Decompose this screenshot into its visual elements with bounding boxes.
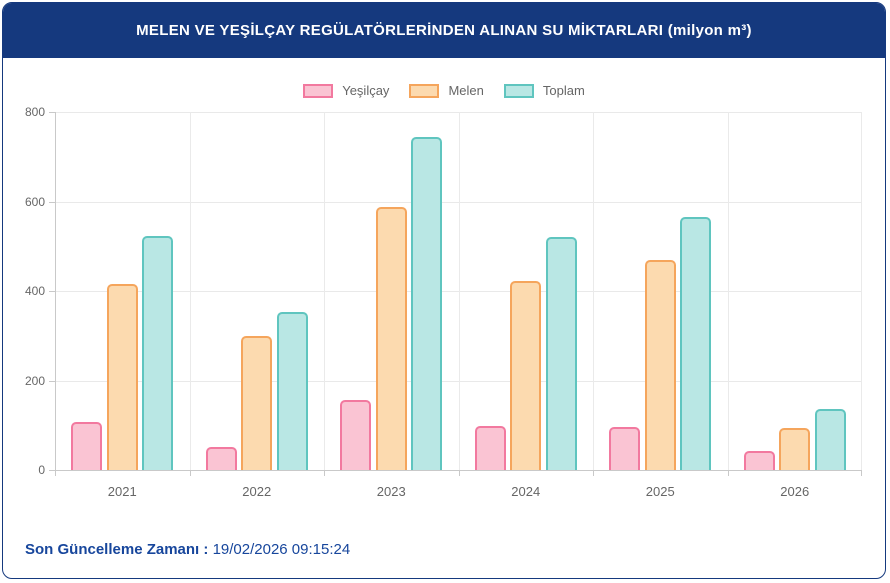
bar-ye-il-ay-2025[interactable] xyxy=(609,427,641,470)
bar-ye-il-ay-2023[interactable] xyxy=(340,399,372,470)
legend-item-ye-il-ay[interactable]: Yeşilçay xyxy=(303,83,389,98)
bar-toplam-2023[interactable] xyxy=(411,136,443,470)
x-tick-mark xyxy=(189,470,191,476)
legend-item-melen[interactable]: Melen xyxy=(409,83,484,98)
x-gridline xyxy=(593,112,594,470)
bar-melen-2022[interactable] xyxy=(241,335,273,470)
x-tick-label-2026: 2026 xyxy=(780,484,810,499)
x-tick-label-2021: 2021 xyxy=(107,484,137,499)
x-gridline xyxy=(189,112,191,470)
legend-swatch-icon xyxy=(303,83,334,98)
x-tick-label-2025: 2025 xyxy=(645,484,675,499)
bar-ye-il-ay-2021[interactable] xyxy=(71,422,103,470)
bar-melen-2023[interactable] xyxy=(375,206,407,470)
x-tick-mark xyxy=(324,470,325,476)
chart-title: MELEN VE YEŞİLÇAY REGÜLATÖRLERİNDEN ALIN… xyxy=(136,22,752,39)
y-tick-label: 200 xyxy=(24,373,45,388)
last-update-label: Son Güncelleme Zamanı : xyxy=(25,541,209,558)
legend: Yeşilçay Melen Toplam xyxy=(3,83,885,98)
legend-label: Yeşilçay xyxy=(342,83,390,98)
legend-label: Toplam xyxy=(542,83,585,98)
x-tick-label-2022: 2022 xyxy=(242,484,272,499)
bar-toplam-2022[interactable] xyxy=(276,312,308,470)
y-tick-label: 600 xyxy=(24,194,45,209)
x-gridline xyxy=(458,112,460,470)
x-tick-mark xyxy=(861,470,862,476)
x-gridline xyxy=(324,112,325,470)
y-tick-mark xyxy=(49,380,55,382)
bar-toplam-2024[interactable] xyxy=(545,237,577,470)
plot-area: 0 200 400 600 800 2021 2022 2023 2024 2025 2026 xyxy=(25,105,862,499)
x-tick-label-2024: 2024 xyxy=(511,484,541,499)
bar-toplam-2026[interactable] xyxy=(814,408,846,470)
x-tick-mark xyxy=(458,470,460,476)
x-tick-mark xyxy=(727,470,729,476)
x-gridline xyxy=(861,112,862,470)
y-tick-label: 0 xyxy=(38,463,45,477)
legend-swatch-icon xyxy=(409,83,440,98)
legend-item-toplam[interactable]: Toplam xyxy=(503,83,585,98)
footer: Son Güncelleme Zamanı : 19/02/2026 09:15… xyxy=(25,541,350,558)
bar-toplam-2025[interactable] xyxy=(680,217,712,470)
x-tick-mark xyxy=(593,470,594,476)
y-tick-mark xyxy=(49,291,55,292)
legend-label: Melen xyxy=(448,83,484,98)
y-tick-label: 800 xyxy=(24,105,45,119)
bar-melen-2021[interactable] xyxy=(106,284,138,470)
bar-ye-il-ay-2024[interactable] xyxy=(474,426,506,470)
bar-ye-il-ay-2026[interactable] xyxy=(743,451,775,470)
chart-header: MELEN VE YEŞİLÇAY REGÜLATÖRLERİNDEN ALIN… xyxy=(3,3,885,58)
legend-swatch-icon xyxy=(503,83,534,98)
bar-ye-il-ay-2022[interactable] xyxy=(205,446,237,470)
bar-melen-2026[interactable] xyxy=(779,427,811,470)
bar-melen-2024[interactable] xyxy=(510,281,542,470)
y-tick-mark xyxy=(49,201,55,203)
y-tick-mark xyxy=(49,470,55,471)
y-axis-line xyxy=(55,112,56,470)
last-update-time: 19/02/2026 09:15:24 xyxy=(212,541,351,558)
last-update-value: 19/02/2026 09:15:24 xyxy=(213,541,351,558)
bar-toplam-2021[interactable] xyxy=(142,236,174,470)
y-tick-label: 400 xyxy=(24,284,45,298)
x-tick-label-2023: 2023 xyxy=(376,484,406,499)
x-gridline xyxy=(727,112,729,470)
y-tick-mark xyxy=(49,112,55,113)
bar-melen-2025[interactable] xyxy=(644,260,676,470)
x-tick-mark xyxy=(55,470,56,476)
